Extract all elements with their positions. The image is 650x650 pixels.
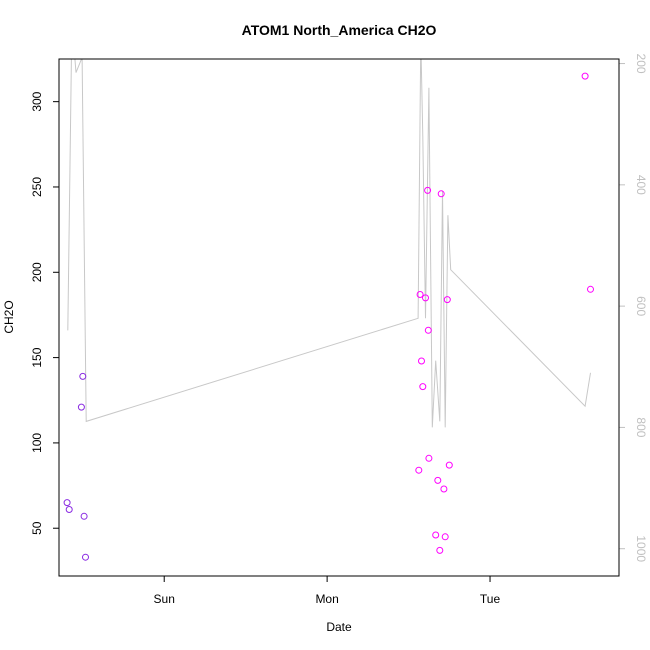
chart-title: ATOM1 North_America CH2O [242,22,437,38]
data-point [79,372,87,380]
data-point [415,466,423,474]
y-tick-label: 100 [30,433,44,453]
data-point [440,485,448,493]
plot-frame [58,58,620,577]
data-point [445,461,453,469]
data-point [80,512,88,520]
line-layer [67,59,591,428]
data-point [432,531,440,539]
x-axis-label: Date [326,620,352,634]
x-tick-label: Tue [480,592,501,606]
data-point [65,506,73,513]
data-point [581,72,589,80]
data-point [419,383,427,391]
y-axis-label: CH2O [2,300,16,333]
data-point [418,357,425,365]
y2-tick-label: 600 [634,296,648,316]
data-point [437,190,445,198]
y-tick-label: 50 [30,521,44,535]
point-layer [63,72,594,561]
data-point [422,294,429,302]
y2-tick-label: 1000 [634,535,648,562]
x-tick-label: Mon [315,592,338,606]
data-point [441,533,449,541]
data-point [425,454,433,462]
data-point [416,291,424,298]
x-tick-label: Sun [154,592,175,606]
data-point [424,186,432,194]
series-line [67,59,591,428]
data-point [424,326,432,334]
data-point [434,476,442,484]
y2-tick-label: 200 [634,54,648,74]
y-tick-label: 250 [30,177,44,197]
y2-tick-label: 800 [634,417,648,437]
data-point [63,499,71,507]
data-point [82,553,89,561]
data-point [77,403,85,411]
y2-tick-label: 400 [634,175,648,195]
data-point [587,285,594,293]
y-tick-label: 150 [30,347,44,367]
data-point [443,296,451,304]
axes: Sun Mon Tue 50 100 150 200 250 300 200 400 600 800 10… [30,54,648,606]
y-tick-label: 200 [30,262,44,282]
y-tick-label: 300 [30,91,44,111]
data-point [436,546,444,554]
